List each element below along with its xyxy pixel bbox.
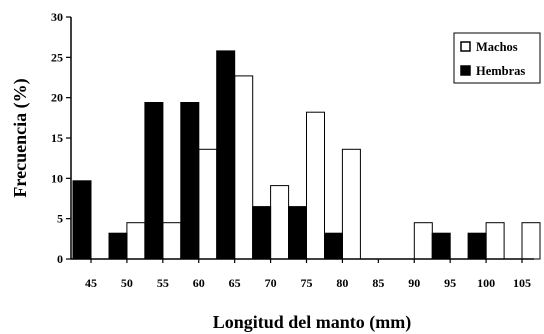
bar-hembras-65 [216, 50, 236, 260]
x-tick-label-75: 75 [301, 276, 313, 290]
x-tick-label-100: 100 [477, 276, 495, 290]
x-tick-label-50: 50 [121, 276, 133, 290]
y-tick-label-5: 5 [57, 212, 63, 226]
x-tick-label-105: 105 [513, 276, 531, 290]
x-tick-label-65: 65 [229, 276, 241, 290]
legend-swatch-machos [460, 41, 471, 52]
bar-machos-80 [341, 148, 361, 260]
legend-swatch-hembras [460, 65, 471, 76]
x-tick-label-60: 60 [193, 276, 205, 290]
x-tick-label-90: 90 [408, 276, 420, 290]
bar-hembras-45 [72, 180, 92, 260]
y-tick-label-10: 10 [51, 171, 63, 185]
x-tick-label-80: 80 [336, 276, 348, 290]
y-tick-label-30: 30 [51, 10, 63, 24]
bar-machos-90 [413, 222, 433, 260]
bar-machos-55 [162, 222, 182, 260]
bar-hembras-55 [144, 102, 164, 260]
bar-hembras-50 [108, 232, 128, 260]
bar-machos-75 [306, 111, 325, 260]
x-tick-label-45: 45 [85, 276, 97, 290]
bar-hembras-95 [431, 232, 451, 260]
bar-machos-65 [234, 75, 254, 260]
bar-machos-70 [270, 185, 290, 260]
legend: Machos Hembras [453, 32, 541, 84]
x-tick-label-55: 55 [157, 276, 169, 290]
bar-hembras-100 [467, 232, 487, 260]
x-tick-label-70: 70 [265, 276, 277, 290]
bar-machos-50 [126, 222, 146, 260]
x-axis-title: Longitud del manto (mm) [213, 312, 412, 333]
bar-hembras-60 [180, 102, 200, 260]
x-ticks-group: 45 50 55 60 65 70 75 80 85 90 95 100 105 [85, 259, 531, 290]
bar-hembras-75 [288, 206, 307, 260]
y-tick-label-25: 25 [51, 50, 63, 64]
x-tick-label-85: 85 [372, 276, 384, 290]
legend-label-machos: Machos [476, 40, 518, 54]
y-tick-label-20: 20 [51, 91, 63, 105]
legend-label-hembras: Hembras [476, 64, 525, 78]
y-tick-label-0: 0 [57, 252, 63, 266]
bar-machos-105 [521, 222, 541, 260]
bar-hembras-70 [252, 206, 272, 260]
y-axis-title: Frecuencia (%) [10, 78, 31, 197]
y-tick-label-15: 15 [51, 131, 63, 145]
bar-machos-100 [485, 222, 505, 260]
y-ticks-group: 0 5 10 15 20 25 30 [51, 10, 71, 266]
bar-machos-60 [198, 148, 218, 260]
x-tick-label-95: 95 [444, 276, 456, 290]
bar-hembras-80 [324, 232, 343, 260]
